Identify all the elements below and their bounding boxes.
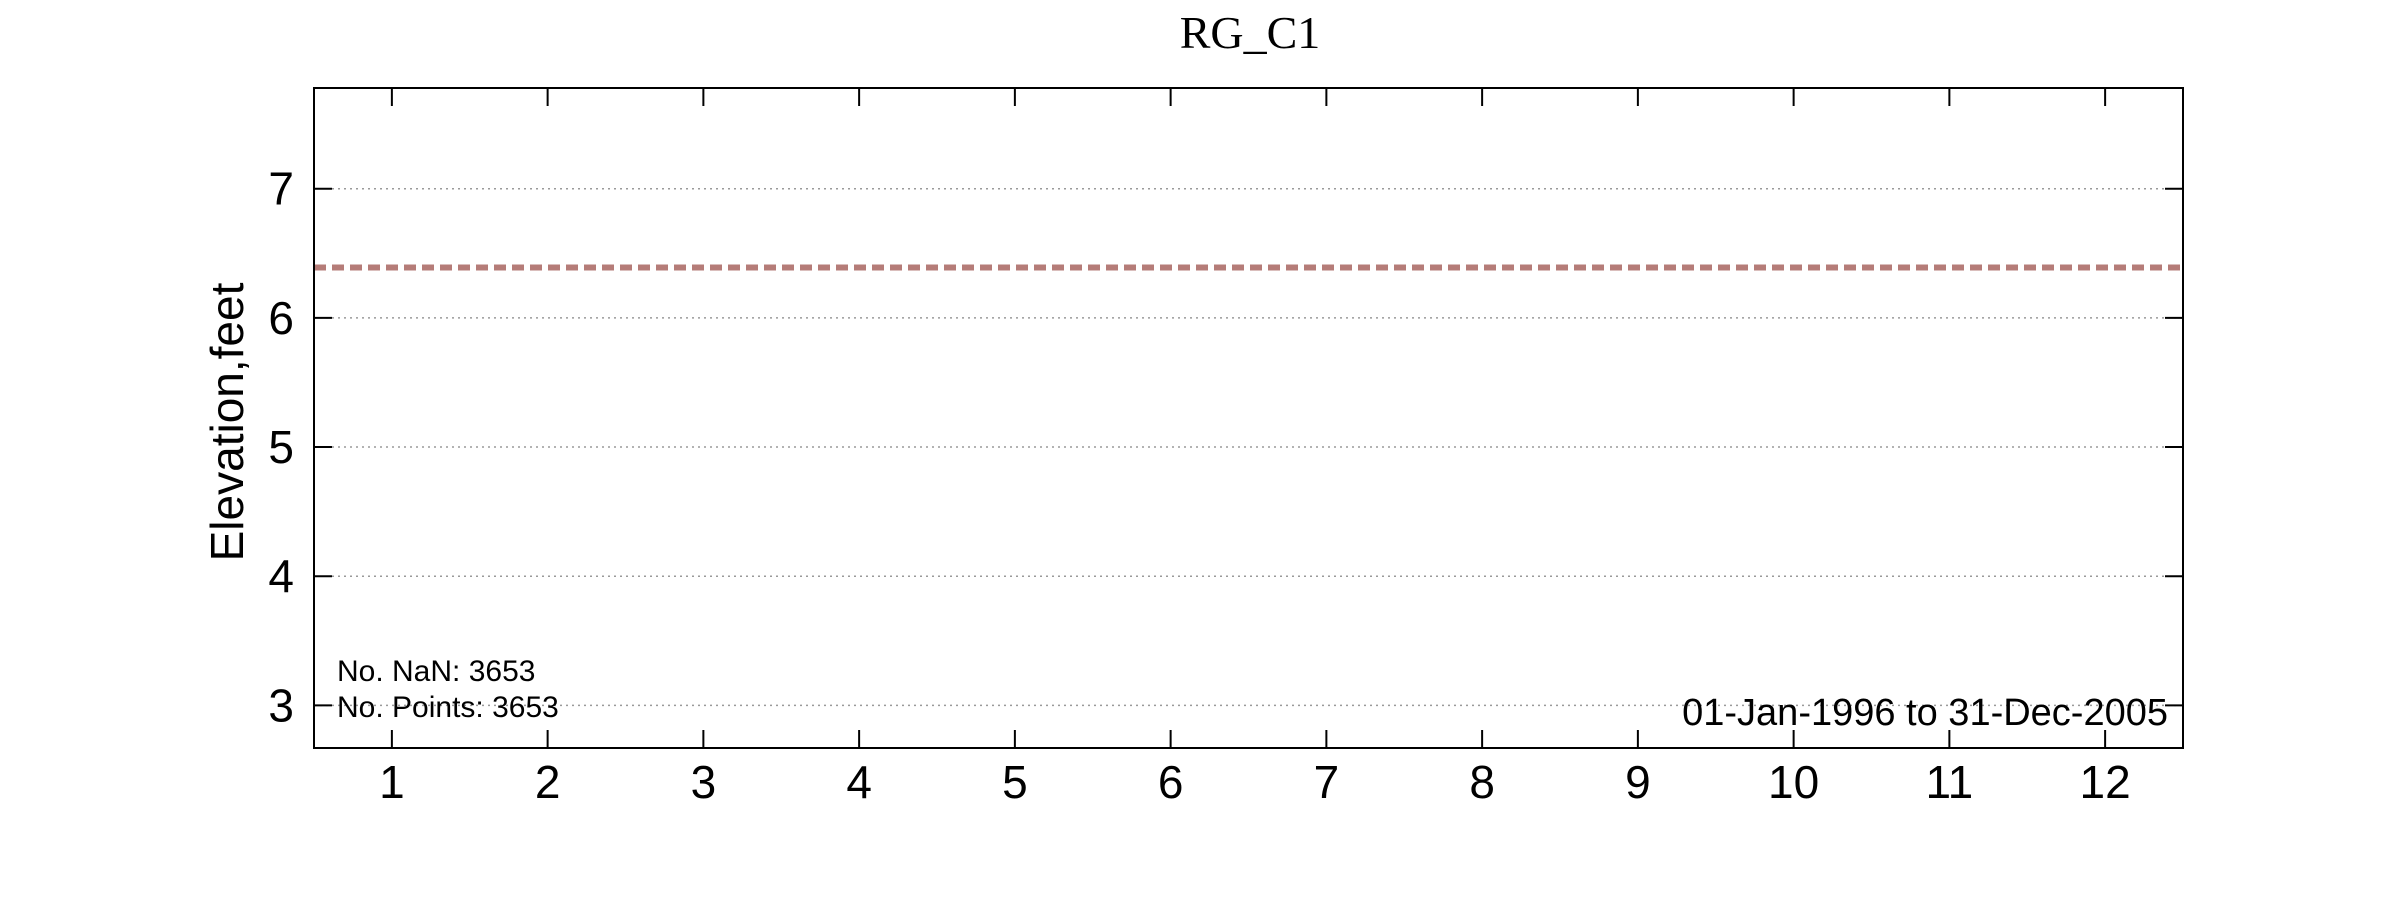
nan-count-annotation: No. NaN: 3653 [337, 655, 535, 688]
y-tick-label-5: 5 [268, 421, 294, 473]
x-tick-label-1: 1 [379, 756, 405, 808]
y-tick-label-3: 3 [268, 679, 294, 731]
plot-frame [313, 87, 2184, 749]
x-tick-label-11: 11 [1925, 756, 1973, 808]
x-tick-label-7: 7 [1314, 756, 1340, 808]
chart-title: RG_C1 [1180, 7, 1321, 58]
x-tick-label-10: 10 [1768, 756, 1819, 808]
y-tick-label-4: 4 [268, 550, 294, 602]
x-tick-label-8: 8 [1469, 756, 1495, 808]
x-tick-label-5: 5 [1002, 756, 1028, 808]
x-tick-label-6: 6 [1158, 756, 1184, 808]
y-tick-label-7: 7 [268, 163, 294, 215]
x-tick-label-12: 12 [2080, 756, 2131, 808]
y-axis-label: Elevation,feet [201, 282, 253, 561]
y-tick-label-6: 6 [268, 292, 294, 344]
points-count-annotation: No. Points: 3653 [337, 691, 559, 724]
x-tick-label-3: 3 [691, 756, 717, 808]
x-tick-label-2: 2 [535, 756, 561, 808]
x-tick-label-9: 9 [1625, 756, 1651, 808]
date-range-annotation: 01-Jan-1996 to 31-Dec-2005 [1682, 692, 2168, 734]
x-tick-label-4: 4 [846, 756, 872, 808]
